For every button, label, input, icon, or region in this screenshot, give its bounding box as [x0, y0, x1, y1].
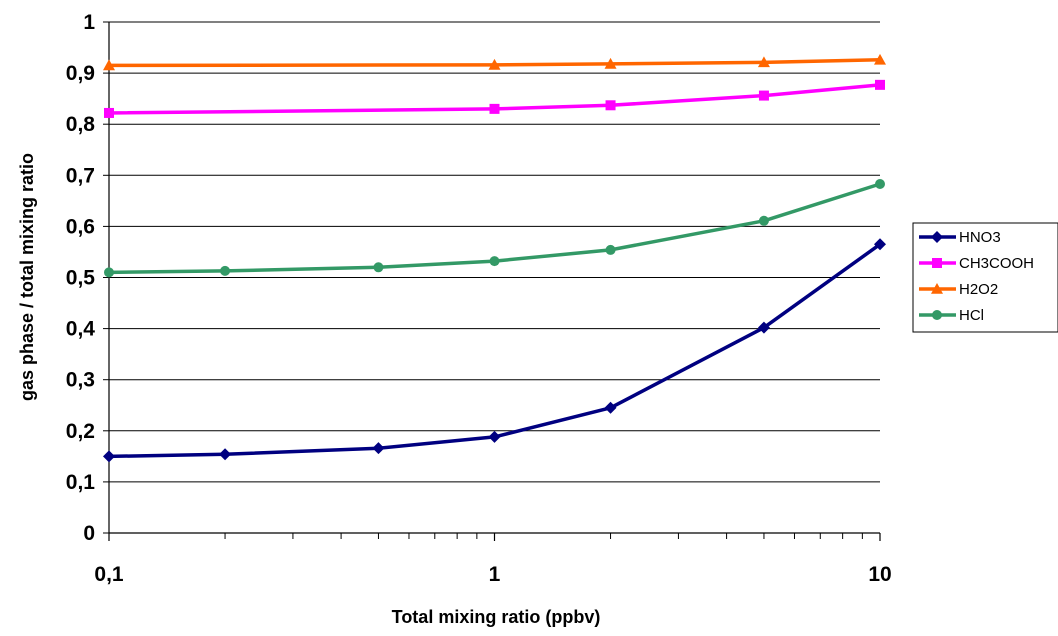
y-tick-label-1: 0,1	[66, 471, 96, 494]
data-point-hcl-0	[104, 267, 114, 278]
data-point-hno3-2	[372, 442, 385, 455]
legend-marker-hcl	[932, 310, 942, 320]
y-tick-label-8: 0,8	[66, 113, 96, 136]
legend-marker-hno3	[931, 231, 943, 243]
y-tick-label-6: 0,6	[66, 215, 95, 238]
y-tick-label-10: 1	[83, 11, 95, 34]
data-point-h2o2-0	[103, 59, 115, 71]
legend: HNO3 CH3COOH H2O2 HCl	[912, 222, 1058, 333]
data-point-hno3-3	[488, 430, 501, 443]
data-point-ch3cooh-1	[489, 103, 500, 114]
tick-labels: 0 0,1 0,2 0,3 0,4 0,5 0,6 0,7 0,8 0,9 1 0,1 1 10	[66, 11, 892, 586]
data-point-hno3-1	[219, 448, 232, 461]
data-point-hno3-6	[874, 238, 886, 251]
legend-marker-h2o2	[931, 283, 943, 294]
gridlines	[109, 21, 880, 483]
data-point-hcl-6	[875, 178, 885, 189]
y-tick-label-3: 0,3	[66, 369, 95, 392]
data-point-hno3-0	[103, 450, 115, 463]
legend-label-hcl: HCl	[959, 307, 984, 324]
x-tick-label-2: 10	[868, 563, 891, 586]
data-point-ch3cooh-2	[605, 100, 616, 111]
series-line-hno3	[108, 242, 882, 459]
x-tick-label-0: 0,1	[94, 563, 124, 586]
data-point-ch3cooh-0	[104, 107, 114, 118]
legend-label-h2o2: H2O2	[959, 281, 998, 298]
y-tick-label-2: 0,2	[66, 420, 95, 443]
data-point-hno3-5	[757, 321, 770, 334]
data-point-hno3-4	[604, 401, 617, 414]
y-tick-label-5: 0,5	[66, 267, 96, 290]
legend-marker-ch3cooh	[932, 258, 942, 268]
data-point-hcl-4	[605, 244, 616, 255]
data-point-hcl-1	[220, 265, 231, 276]
legend-label-hno3: HNO3	[959, 229, 1001, 246]
legend-label-ch3cooh: CH3COOH	[959, 255, 1034, 272]
series-markers	[103, 53, 886, 463]
data-point-hcl-5	[758, 215, 769, 226]
x-axis-title: Total mixing ratio (ppbv)	[392, 607, 601, 627]
x-tick-label-1: 1	[489, 563, 501, 586]
data-point-ch3cooh-4	[875, 79, 885, 90]
y-axis-title: gas phase / total mixing ratio	[17, 153, 37, 401]
data-point-hcl-3	[489, 256, 500, 267]
y-tick-label-4: 0,4	[66, 318, 96, 341]
axes	[103, 21, 881, 541]
data-point-hcl-2	[373, 262, 384, 273]
data-point-h2o2-2	[604, 57, 617, 69]
y-tick-label-0: 0	[83, 522, 95, 545]
y-tick-label-9: 0,9	[66, 62, 95, 85]
y-tick-label-7: 0,7	[66, 164, 95, 187]
data-point-h2o2-3	[757, 56, 770, 68]
data-point-h2o2-1	[488, 58, 501, 70]
data-point-ch3cooh-3	[758, 90, 769, 101]
data-point-h2o2-4	[874, 53, 886, 65]
